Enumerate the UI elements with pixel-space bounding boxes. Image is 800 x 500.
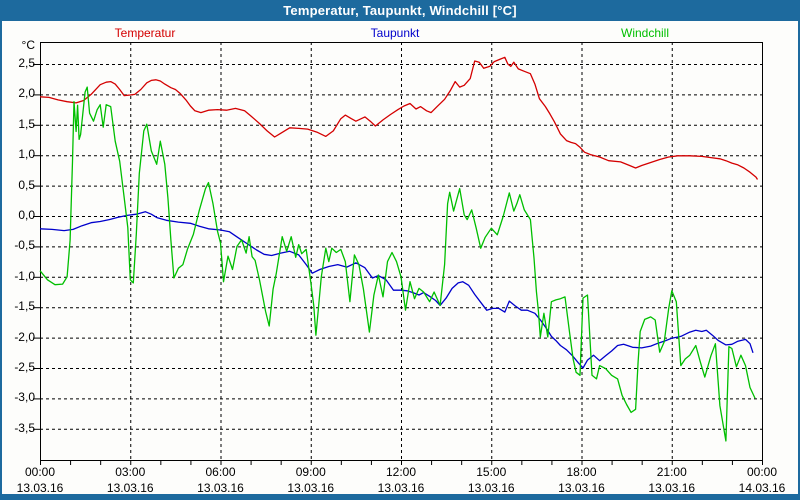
legend-item-temperatur: Temperatur [114, 26, 176, 40]
x-tick-time-label: 06:00 [205, 465, 236, 479]
y-tick-label: 0,0 [18, 208, 35, 222]
y-axis-unit-label: °C [21, 38, 35, 52]
x-tick-date-label: 13.03.16 [467, 481, 515, 495]
window-border-left [0, 21, 2, 500]
x-tick-date-label: 13.03.16 [558, 481, 605, 495]
y-tick-label: -2,5 [14, 360, 35, 374]
legend-item-taupunkt: Taupunkt [370, 26, 420, 40]
x-tick-date-label: 13.03.16 [106, 481, 154, 495]
x-tick-time-label: 00:00 [24, 465, 56, 479]
y-tick-label: -1,5 [14, 299, 35, 314]
legend-item-windchill: Windchill [620, 26, 670, 40]
plot-border [40, 42, 763, 461]
x-tick-date-label: 13.03.16 [648, 481, 696, 495]
series-windchill [39, 86, 756, 442]
x-tick-date-label: 14.03.16 [738, 481, 786, 495]
x-tick-time-label: 15:00 [476, 465, 507, 479]
y-tick-label: -3,5 [14, 420, 35, 435]
x-tick-time-label: 09:00 [295, 465, 326, 479]
x-tick-date-label: 13.03.16 [16, 481, 64, 495]
y-tick-label: -2,0 [14, 329, 35, 344]
y-tick-label: 1,5 [18, 116, 35, 131]
x-tick-date-label: 13.03.16 [377, 481, 425, 495]
series-temperatur [39, 56, 759, 180]
series-taupunkt [39, 211, 754, 369]
x-tick-time-label: 03:00 [115, 465, 146, 479]
x-tick-date-label: 13.03.16 [197, 481, 244, 495]
window-titlebar: Temperatur, Taupunkt, Windchill [°C] [0, 0, 800, 21]
y-tick-label: -1,0 [14, 268, 35, 283]
window-border-bottom [0, 494, 800, 500]
y-tick-label: 2,5 [18, 56, 35, 70]
y-tick-label: -3,0 [14, 390, 35, 405]
y-tick-label: -0,5 [14, 238, 35, 253]
x-tick-date-label: 13.03.16 [287, 481, 335, 495]
y-tick-label: 1,0 [18, 147, 35, 162]
window-border-right [798, 21, 800, 500]
y-tick-label: 2,0 [18, 86, 35, 101]
x-tick-time-label: 21:00 [656, 465, 687, 479]
y-tick-label: 0,5 [18, 177, 35, 192]
window-title: Temperatur, Taupunkt, Windchill [°C] [283, 3, 517, 18]
x-tick-time-label: 18:00 [566, 465, 597, 479]
x-tick-time-label: 12:00 [385, 465, 417, 479]
x-tick-time-label: 00:00 [746, 465, 778, 479]
